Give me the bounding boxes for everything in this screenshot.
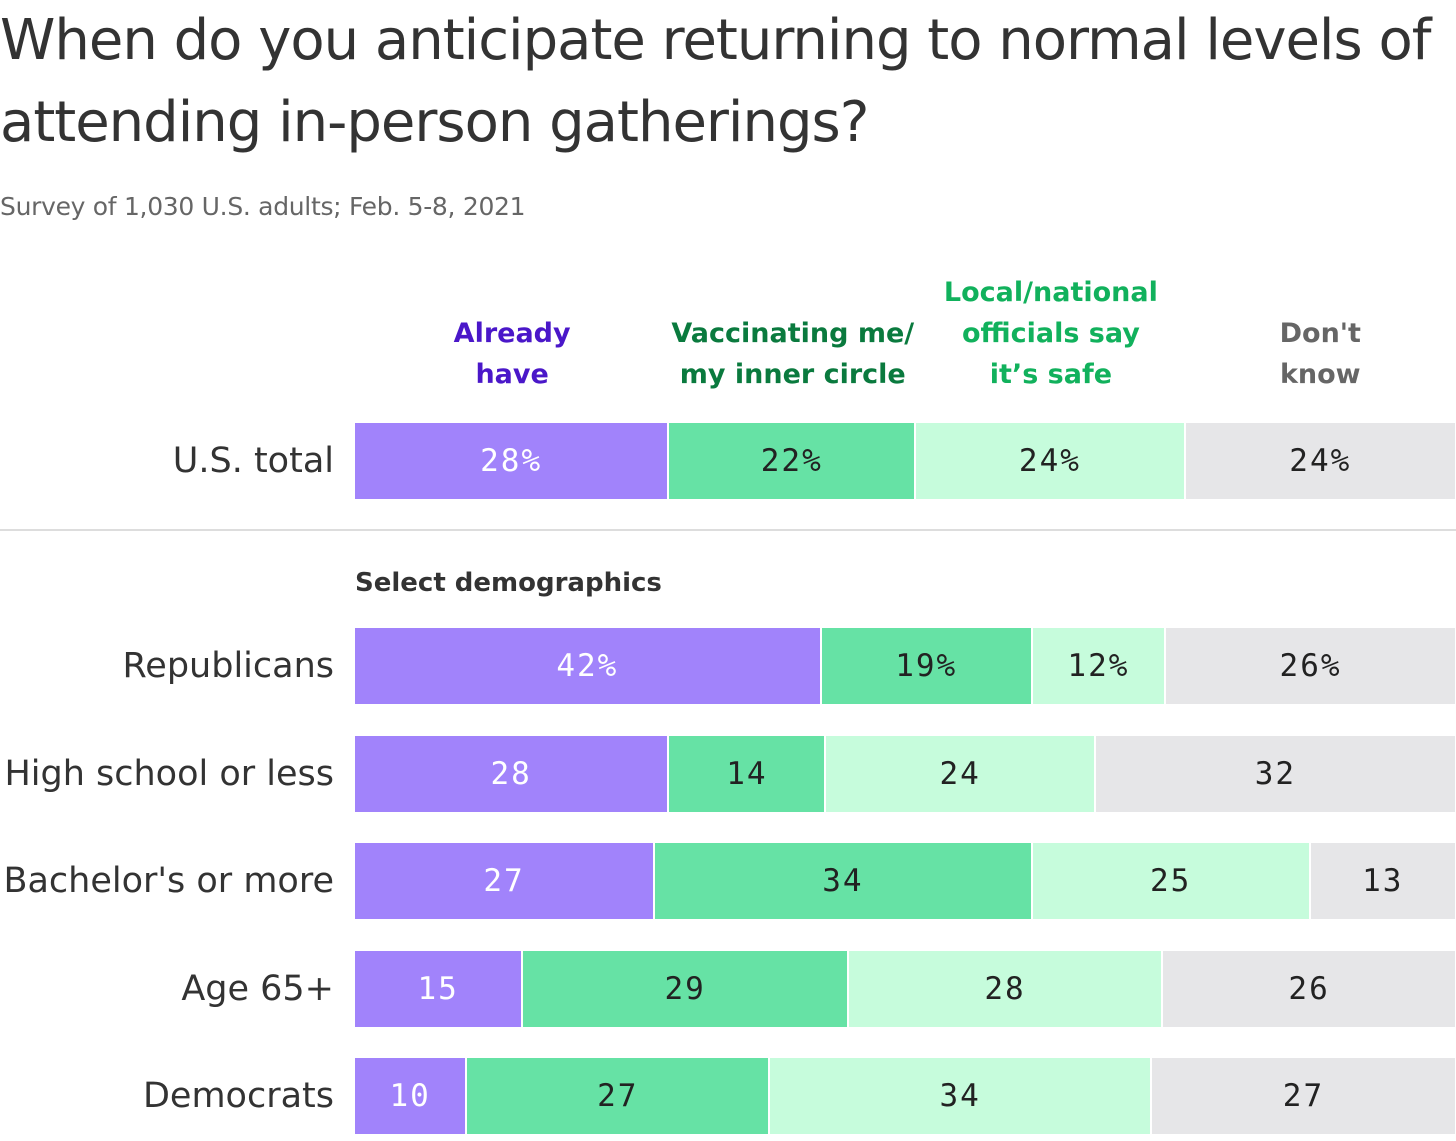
legend-item-dontknow: Don't know xyxy=(1180,313,1456,395)
bar-segment-dontknow: 13 xyxy=(1310,843,1455,919)
legend-item-officials: Local/national officials say it’s safe xyxy=(911,272,1191,395)
bar-segment-officials: 34 xyxy=(770,1058,1152,1134)
legend-label-line: Local/national xyxy=(943,277,1158,308)
bar-value-label: 24 xyxy=(939,756,981,792)
legend-label-line: officials say xyxy=(961,318,1140,349)
row-label: High school or less xyxy=(4,754,334,794)
legend-item-vaccinating: Vaccinating me/my inner circle xyxy=(653,313,933,395)
bar-segment-officials: 25 xyxy=(1032,843,1311,919)
bar-segment-officials: 24 xyxy=(826,736,1096,812)
section-label: Select demographics xyxy=(355,568,662,598)
bar-segment-already: 27 xyxy=(355,843,655,919)
bar-value-label: 24% xyxy=(1289,443,1352,479)
bar-segment-dontknow: 24% xyxy=(1185,423,1455,499)
bar-segment-already: 28 xyxy=(355,736,670,812)
bar-segment-officials: 28 xyxy=(848,951,1164,1027)
bar-value-label: 42% xyxy=(556,648,619,684)
bar-value-label: 28% xyxy=(480,443,543,479)
legend-label-line: Vaccinating me/ xyxy=(671,318,915,349)
row-label: Bachelor's or more xyxy=(3,861,334,901)
bar-value-label: 19% xyxy=(895,648,958,684)
legend-label-line: have xyxy=(475,359,549,390)
bar-value-label: 32 xyxy=(1254,756,1297,792)
bar-segment-vaccinating: 34 xyxy=(655,843,1033,919)
bar-segment-officials: 24% xyxy=(916,423,1186,499)
bar-segment-already: 28% xyxy=(355,423,670,499)
bar-value-label: 12% xyxy=(1067,648,1130,684)
bar-value-label: 27 xyxy=(1282,1078,1325,1114)
bar-segment-vaccinating: 29 xyxy=(523,951,849,1027)
bar-value-label: 10 xyxy=(389,1078,431,1114)
chart-title: When do you anticipate returning to norm… xyxy=(0,8,1431,155)
chart-subtitle: Survey of 1,030 U.S. adults; Feb. 5-8, 2… xyxy=(0,192,526,221)
bar-value-label: 13 xyxy=(1362,863,1404,899)
bar-segment-already: 15 xyxy=(355,951,524,1027)
bar-segment-officials: 12% xyxy=(1032,628,1167,704)
row-label: Democrats xyxy=(142,1076,334,1116)
bar-segment-vaccinating: 27 xyxy=(467,1058,771,1134)
bar-value-label: 34 xyxy=(939,1078,981,1114)
bar-value-label: 27 xyxy=(483,863,525,899)
bar-value-label: 28 xyxy=(490,756,532,792)
bar-segment-vaccinating: 22% xyxy=(669,423,917,499)
bar-value-label: 25 xyxy=(1149,863,1192,899)
bar-segment-dontknow: 26% xyxy=(1166,628,1455,704)
bar-segment-dontknow: 32 xyxy=(1095,736,1455,812)
row-label: U.S. total xyxy=(172,441,334,481)
bar-value-label: 26 xyxy=(1288,971,1330,1007)
bar-value-label: 14 xyxy=(726,756,768,792)
bar-value-label: 26% xyxy=(1279,648,1342,684)
legend-label-line: Already xyxy=(453,318,571,349)
legend-label-line: Don't xyxy=(1279,318,1361,349)
bar-value-label: 15 xyxy=(417,971,459,1007)
legend-label-line: my inner circle xyxy=(679,359,906,390)
legend-label-line: it’s safe xyxy=(989,359,1113,390)
bar-segment-dontknow: 27 xyxy=(1151,1058,1455,1134)
bar-segment-already: 10 xyxy=(355,1058,468,1134)
legend-item-already: Already have xyxy=(372,313,652,395)
bar-value-label: 24% xyxy=(1018,443,1081,479)
bar-value-label: 29 xyxy=(664,971,706,1007)
section-divider xyxy=(0,529,1456,531)
bar-value-label: 34 xyxy=(822,863,864,899)
bar-value-label: 28 xyxy=(984,971,1026,1007)
bar-value-label: 22% xyxy=(760,443,823,479)
bar-segment-already: 42% xyxy=(355,628,822,704)
legend-label-line: know xyxy=(1279,359,1361,390)
row-label: Republicans xyxy=(122,646,334,686)
bar-segment-vaccinating: 19% xyxy=(821,628,1033,704)
bar-segment-dontknow: 26 xyxy=(1163,951,1455,1027)
bar-value-label: 27 xyxy=(597,1078,639,1114)
bar-segment-vaccinating: 14 xyxy=(669,736,827,812)
row-label: Age 65+ xyxy=(181,969,334,1009)
